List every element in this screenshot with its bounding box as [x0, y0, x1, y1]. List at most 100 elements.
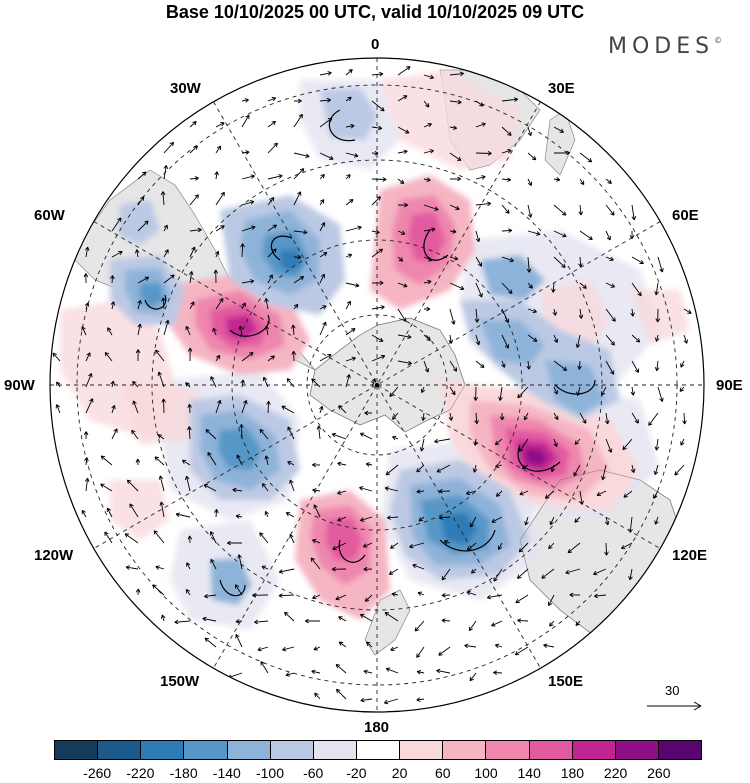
wind-vector [466, 542, 477, 551]
wind-vector [397, 126, 410, 134]
wind-vector [157, 371, 165, 388]
wind-vector [501, 360, 506, 368]
wind-vector [474, 308, 480, 323]
brand-mark: © [714, 36, 723, 45]
wind-vector [311, 462, 321, 468]
wind-vector [161, 398, 166, 414]
wind-vector [578, 256, 583, 268]
wind-vector [84, 246, 90, 258]
wind-vector [628, 516, 633, 533]
wind-vector [214, 508, 219, 518]
wind-vector [345, 174, 351, 180]
wind-vector [579, 282, 587, 289]
wind-vector [293, 191, 302, 206]
wind-vector [423, 256, 433, 262]
wind-vector [281, 405, 295, 414]
wind-vector [189, 301, 195, 310]
wind-vector [203, 484, 217, 492]
wind-vector [371, 334, 384, 342]
wind-vector [359, 486, 373, 492]
wind-vector [137, 276, 150, 284]
wind-vector [605, 360, 615, 375]
wind-vector [392, 435, 399, 441]
colorbar-swatch [615, 741, 659, 759]
wind-vector [335, 688, 347, 700]
wind-vector [371, 378, 377, 388]
wind-vector [304, 618, 320, 624]
wind-vector [397, 149, 408, 155]
wind-vector [84, 457, 89, 466]
wind-vector [187, 426, 192, 440]
wind-vector [345, 374, 351, 388]
wind-vector [163, 141, 175, 154]
wind-vector [189, 227, 202, 233]
wind-vector [214, 171, 219, 180]
wind-vector [577, 360, 582, 370]
wind-vector [548, 594, 555, 606]
wind-vector [491, 516, 503, 523]
wind-vector [622, 438, 633, 451]
wind-vector [392, 412, 399, 420]
wind-vector [548, 542, 555, 550]
map-outline [49, 57, 705, 713]
wind-vector [293, 98, 302, 104]
wind-vector [448, 412, 454, 421]
wind-vector [154, 456, 165, 466]
wind-vector [371, 125, 383, 131]
wind-vector [319, 273, 326, 284]
wind-vector [605, 178, 612, 184]
wind-vector [604, 412, 610, 425]
wind-vector [319, 117, 333, 128]
wind-vector [527, 152, 537, 161]
colorbar-tick-label: -180 [169, 765, 198, 781]
wind-vector [575, 334, 581, 348]
wind-vector [386, 515, 399, 520]
wind-vector [527, 334, 538, 342]
wind-vector [235, 634, 243, 648]
wind-vector [371, 177, 387, 182]
wind-vector [553, 204, 567, 216]
wind-vector [234, 584, 243, 596]
wind-vector [501, 204, 510, 214]
wind-vector [129, 503, 139, 518]
wind-vector [188, 271, 194, 284]
wind-vector [155, 349, 165, 362]
wind-vector [499, 412, 505, 421]
wind-vector [501, 256, 514, 263]
wind-vector [163, 274, 175, 284]
wind-vector [423, 122, 432, 128]
longitude-label-150e: 150E [548, 673, 584, 690]
colorbar-tick-label: -100 [255, 765, 285, 781]
wind-vector [359, 516, 373, 522]
wind-vector [267, 224, 277, 232]
wind-vector [594, 593, 607, 599]
wind-vector [345, 328, 356, 336]
wind-vector [473, 386, 478, 401]
wind-vector [287, 426, 295, 440]
wind-vector [475, 360, 485, 369]
wind-vector [267, 97, 277, 102]
wind-vector [293, 229, 308, 235]
wind-vector [514, 646, 529, 656]
wind-vector [371, 71, 384, 77]
wind-vector [371, 248, 384, 258]
wind-vector [312, 488, 321, 493]
wind-vector [575, 620, 581, 627]
wind-vector [85, 398, 94, 414]
wind-vector [475, 334, 481, 346]
wind-vector [449, 229, 457, 234]
wind-vector [125, 565, 139, 570]
wind-vector [337, 516, 347, 522]
wind-vector [345, 198, 354, 206]
wind-vector [449, 125, 458, 130]
colorbar-tick-label: -140 [212, 765, 241, 781]
wind-vector [553, 334, 559, 343]
wind-vector [569, 592, 581, 598]
wind-vector [501, 308, 510, 324]
wind-vector [286, 378, 295, 388]
longitude-label-0: 0 [371, 36, 380, 53]
wind-vector [331, 432, 347, 440]
wind-vector [420, 386, 426, 394]
wind-vector [267, 274, 273, 284]
